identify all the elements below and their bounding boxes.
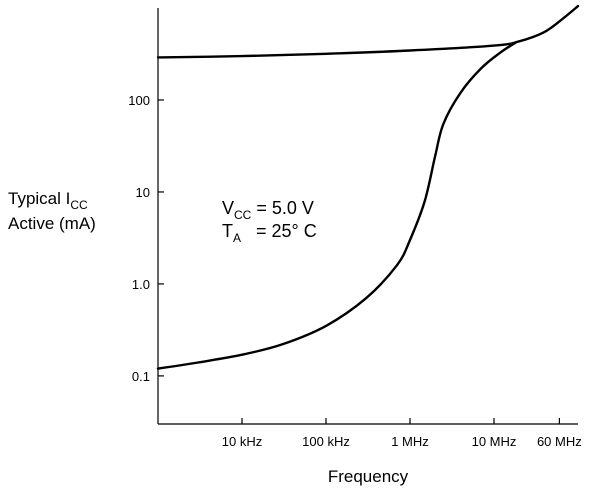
annotation-ta-rest: = 25° C bbox=[241, 221, 317, 241]
y-axis-title-subscript: CC bbox=[70, 198, 88, 212]
y-axis-title-prefix: Typical I bbox=[8, 189, 70, 208]
annotation-ta-main: T bbox=[222, 221, 233, 241]
annotation-ta-sub: A bbox=[233, 231, 241, 245]
series-line-2 bbox=[156, 41, 517, 370]
x-tick-label: 10 kHz bbox=[222, 434, 262, 449]
y-tick-label: 0.1 bbox=[132, 369, 150, 384]
y-axis-title-line2: Active (mA) bbox=[8, 214, 96, 233]
annotation-vcc-rest: = 5.0 V bbox=[251, 198, 314, 218]
y-axis-title-line1: Typical ICC bbox=[8, 189, 88, 212]
tick-layer: 10 kHz 100 kHz 1 MHz 10 MHz 60 MHz 0.1 1.0 10 10… bbox=[128, 93, 581, 449]
y-tick-label: 10 bbox=[136, 185, 150, 200]
y-tick-label: 100 bbox=[128, 93, 150, 108]
x-tick-label: 100 kHz bbox=[302, 434, 350, 449]
y-tick-label: 1.0 bbox=[132, 277, 150, 292]
x-axis-title: Frequency bbox=[328, 467, 409, 486]
axes bbox=[157, 8, 578, 425]
annotation-vcc: VCC = 5.0 V bbox=[222, 198, 314, 222]
x-tick-label: 1 MHz bbox=[391, 434, 429, 449]
annotation-vcc-main: V bbox=[222, 198, 234, 218]
x-tick-label: 60 MHz bbox=[537, 434, 582, 449]
series-layer bbox=[156, 4, 580, 370]
annotation-ta: TA = 25° C bbox=[222, 221, 317, 245]
x-tick-label: 10 MHz bbox=[472, 434, 517, 449]
annotation-vcc-sub: CC bbox=[234, 208, 252, 222]
series-line-1 bbox=[156, 4, 580, 59]
